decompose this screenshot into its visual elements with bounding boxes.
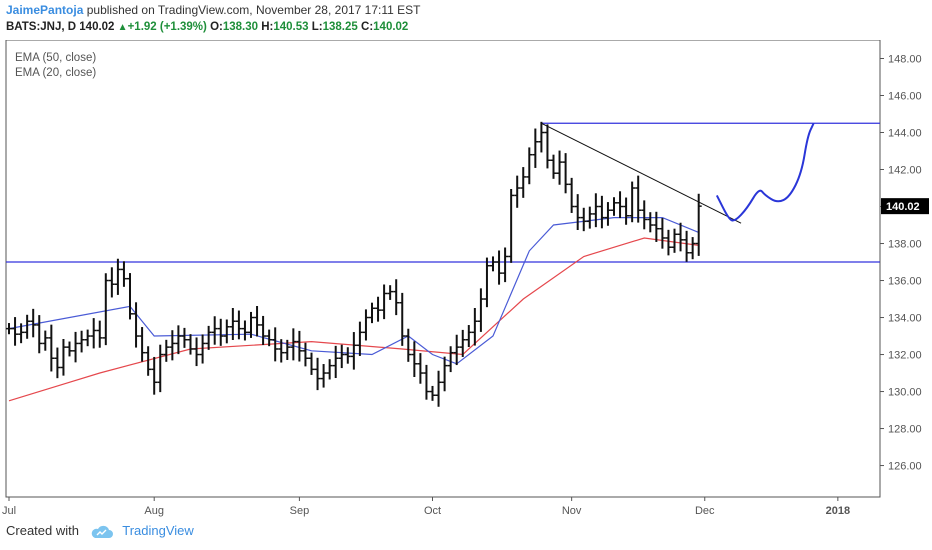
- x-tick-label: 2018: [826, 505, 850, 517]
- ema50-legend[interactable]: EMA (50, close): [15, 52, 97, 64]
- open-value: 138.30: [222, 21, 259, 33]
- created-with-text: Created with: [6, 523, 79, 538]
- projection-curve[interactable]: [715, 122, 815, 222]
- y-tick-label: 136.00: [888, 276, 922, 288]
- y-tick-label: 134.00: [888, 313, 922, 325]
- y-tick-label: 132.00: [888, 350, 922, 362]
- price-change: +1.92 (+1.39%): [127, 21, 207, 33]
- high-label: H:: [261, 21, 274, 33]
- low-value: 138.25: [322, 21, 358, 33]
- y-tick-label: 148.00: [888, 54, 922, 66]
- author-name[interactable]: JaimePantoja: [6, 3, 84, 17]
- footer: Created with TradingView: [6, 523, 194, 542]
- publish-text: published on TradingView.com, November 2…: [86, 3, 421, 17]
- trend-line[interactable]: [541, 122, 742, 224]
- y-tick-label: 128.00: [888, 424, 922, 436]
- x-tick-label: Nov: [562, 505, 582, 517]
- plot-frame: [5, 40, 881, 498]
- up-arrow-icon: ▲: [117, 22, 128, 33]
- y-tick-label: 144.00: [888, 128, 922, 140]
- x-tick-label: Aug: [144, 505, 164, 517]
- close-value: 140.02: [373, 21, 409, 33]
- y-tick-label: 126.00: [888, 461, 922, 473]
- symbol-label: BATS:JNJ, D: [6, 21, 77, 33]
- ema20-legend[interactable]: EMA (20, close): [15, 67, 97, 79]
- low-label: L:: [311, 21, 323, 33]
- high-value: 140.53: [273, 21, 309, 33]
- y-tick-label: 146.00: [888, 91, 922, 103]
- last-price: 140.02: [79, 21, 115, 33]
- ema50-line[interactable]: [8, 237, 699, 402]
- open-label: O:: [210, 21, 223, 33]
- price-chart[interactable]: 148.00146.00144.00142.00140.00138.00136.…: [0, 40, 932, 518]
- last-price-tag: [881, 198, 929, 215]
- ema20-line[interactable]: [8, 217, 699, 365]
- last-price-tag-label: 140.02: [886, 201, 920, 213]
- y-tick-label: 130.00: [888, 387, 922, 399]
- y-tick-label: 142.00: [888, 165, 922, 177]
- x-tick-label: Jul: [2, 505, 16, 517]
- x-tick-label: Oct: [424, 505, 441, 517]
- close-label: C:: [361, 21, 374, 33]
- tradingview-brand[interactable]: TradingView: [122, 523, 194, 538]
- x-tick-label: Sep: [290, 505, 310, 517]
- x-tick-label: Dec: [695, 505, 715, 517]
- tradingview-logo-icon: [91, 525, 113, 542]
- y-tick-label: 138.00: [888, 239, 922, 251]
- quote-line: BATS:JNJ, D 140.02 ▲+1.92 (+1.39%) O:138…: [6, 21, 408, 33]
- publish-info: JaimePantoja published on TradingView.co…: [6, 3, 420, 17]
